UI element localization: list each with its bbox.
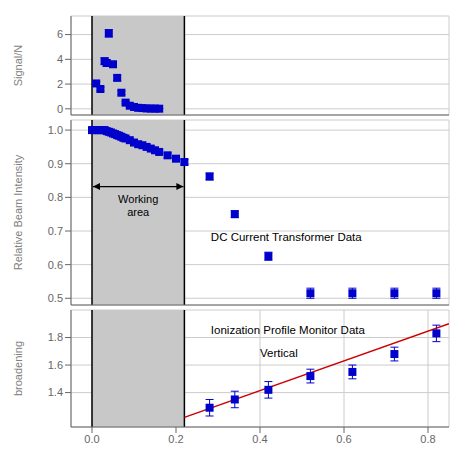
svg-text:Workingarea: Workingarea bbox=[118, 193, 158, 218]
svg-text:2: 2 bbox=[57, 78, 63, 90]
svg-text:0.9: 0.9 bbox=[48, 158, 63, 170]
svg-text:1.0: 1.0 bbox=[48, 124, 63, 136]
svg-text:1.8: 1.8 bbox=[48, 331, 63, 343]
svg-text:0.4: 0.4 bbox=[252, 433, 267, 445]
svg-text:broadening: broadening bbox=[12, 341, 24, 396]
html-text:DC Current Transformer Data: DC Current Transformer Data bbox=[210, 231, 362, 243]
svg-text:0.7: 0.7 bbox=[48, 225, 63, 237]
svg-text:1.6: 1.6 bbox=[48, 359, 63, 371]
svg-text:Relative Beam Intensity: Relative Beam Intensity bbox=[12, 154, 24, 270]
svg-text:1.4: 1.4 bbox=[48, 386, 63, 398]
svg-text:6: 6 bbox=[57, 28, 63, 40]
svg-text:0: 0 bbox=[57, 103, 63, 115]
svg-text:0.0: 0.0 bbox=[84, 433, 99, 445]
svg-text:Signal/N: Signal/N bbox=[12, 45, 24, 87]
svg-text:0.6: 0.6 bbox=[48, 259, 63, 271]
html-text:Vertical: Vertical bbox=[260, 347, 298, 360]
svg-text:0.2: 0.2 bbox=[168, 433, 183, 445]
html-text:Ionization Profile Monitor Dat: Ionization Profile Monitor Data bbox=[210, 324, 365, 336]
svg-text:0.5: 0.5 bbox=[48, 292, 63, 304]
svg-text:4: 4 bbox=[57, 53, 63, 65]
svg-text:0.8: 0.8 bbox=[420, 433, 435, 445]
svg-text:0.6: 0.6 bbox=[336, 433, 351, 445]
svg-text:0.8: 0.8 bbox=[48, 191, 63, 203]
